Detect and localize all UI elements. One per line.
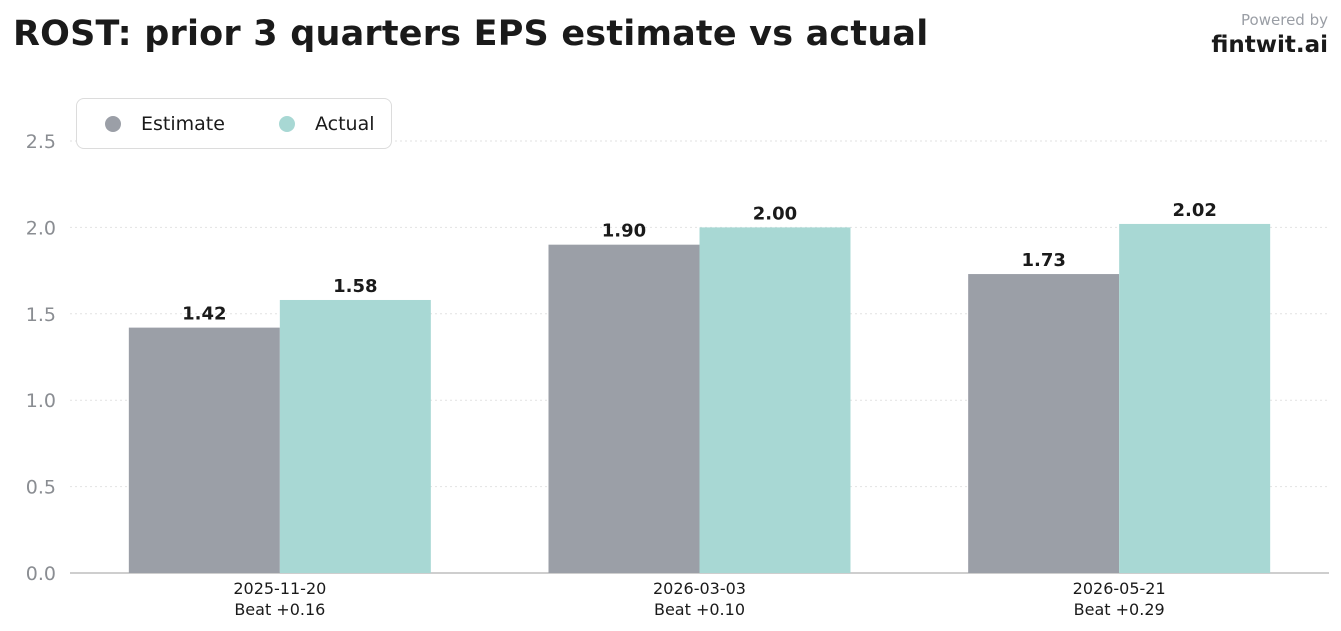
data-label-estimate: 1.73	[1021, 250, 1065, 271]
x-tick-sublabel: Beat +0.29	[1074, 600, 1165, 619]
legend-label-estimate: Estimate	[141, 112, 225, 135]
x-tick-label: 2026-05-21	[1073, 579, 1166, 598]
y-tick-label: 2.5	[26, 131, 56, 153]
x-tick-label: 2026-03-03	[653, 579, 746, 598]
legend-swatch-actual	[279, 115, 295, 132]
legend-item-estimate: Estimate	[105, 99, 225, 148]
y-tick-label: 1.0	[26, 390, 56, 412]
y-tick-label: 2.0	[26, 217, 56, 239]
bar-estimate	[968, 274, 1120, 573]
legend-label-actual: Actual	[315, 112, 375, 135]
x-tick-sublabel: Beat +0.10	[654, 600, 745, 619]
data-label-estimate: 1.90	[602, 221, 646, 242]
data-label-estimate: 1.42	[182, 304, 226, 325]
bar-actual	[699, 227, 851, 573]
data-label-actual: 2.02	[1172, 200, 1216, 221]
powered-by-label: Powered by	[1241, 11, 1328, 29]
bar-estimate	[128, 327, 280, 573]
brand-logo-text: fintwit.ai	[1211, 32, 1328, 58]
legend-item-actual: Actual	[279, 99, 375, 148]
data-label-actual: 1.58	[333, 276, 377, 297]
bar-actual	[279, 299, 431, 573]
y-tick-label: 1.5	[26, 304, 56, 326]
chart-title: ROST: prior 3 quarters EPS estimate vs a…	[13, 14, 929, 54]
bar-actual	[1119, 223, 1271, 573]
data-label-actual: 2.00	[753, 203, 797, 224]
y-tick-label: 0.0	[26, 563, 56, 585]
x-tick-label: 2025-11-20	[233, 579, 326, 598]
y-tick-label: 0.5	[26, 477, 56, 499]
x-tick-sublabel: Beat +0.16	[234, 600, 325, 619]
legend: Estimate Actual	[76, 98, 392, 149]
bar-estimate	[548, 244, 700, 573]
legend-swatch-estimate	[105, 115, 121, 132]
